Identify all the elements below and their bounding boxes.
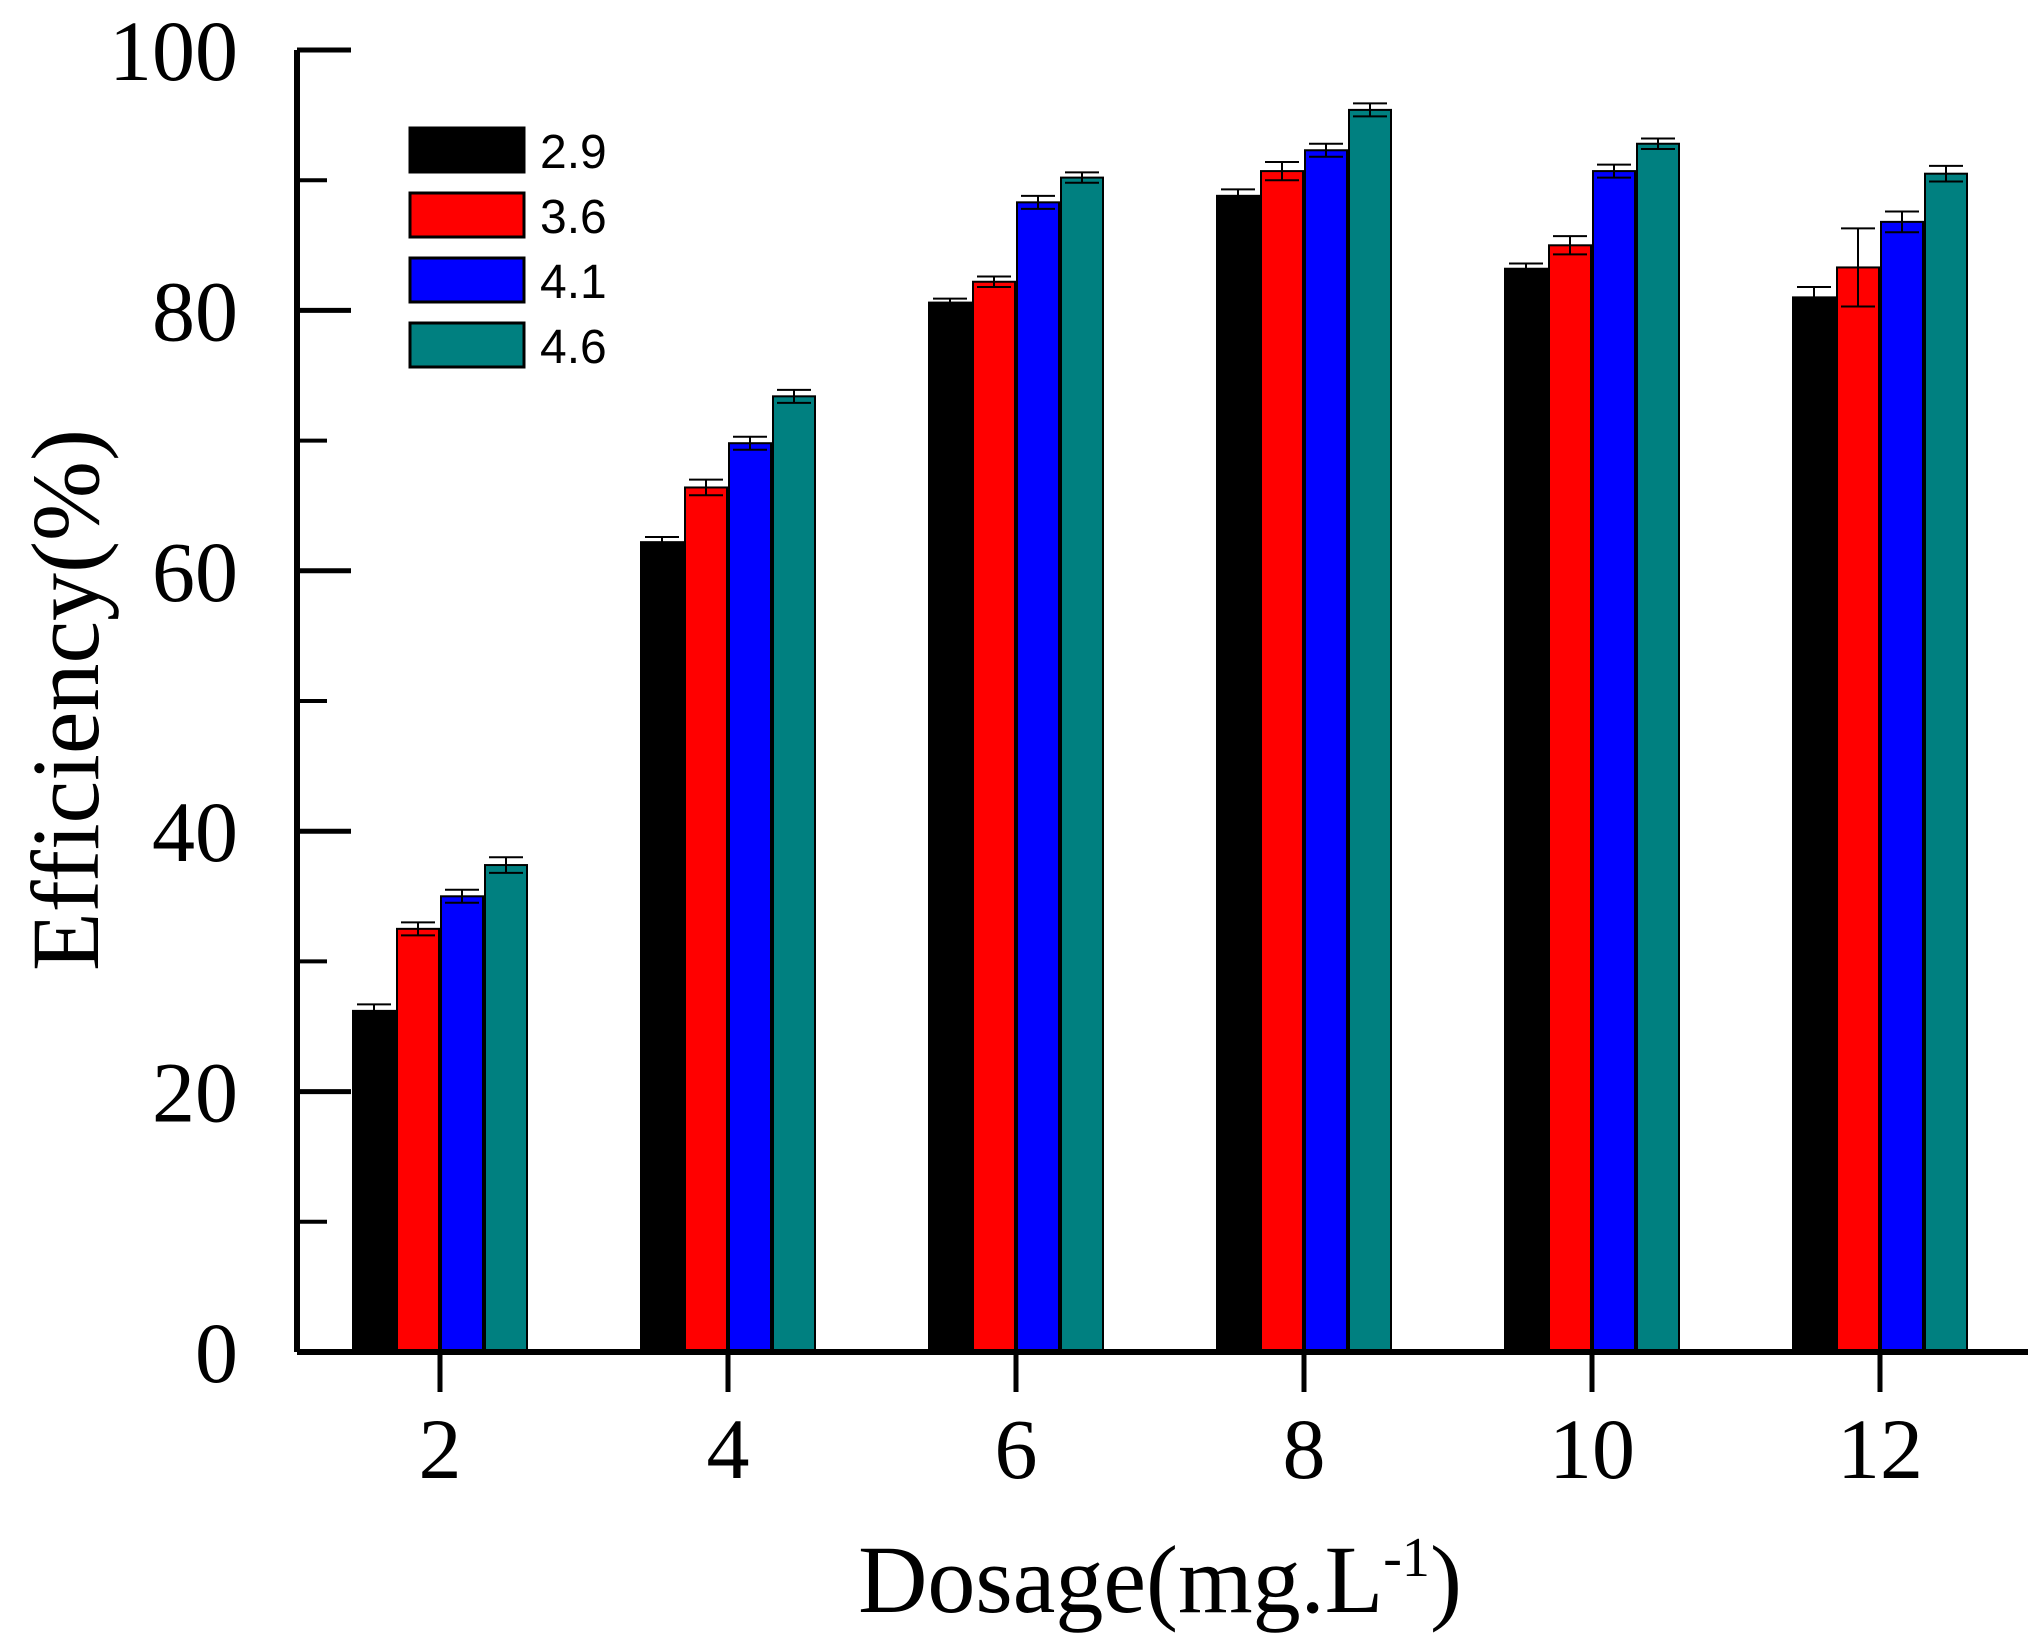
bar-4.1-4 bbox=[728, 442, 772, 1354]
x-tick-label: 10 bbox=[1549, 1401, 1635, 1497]
bars-layer bbox=[352, 102, 1968, 1354]
y-tick-label: 40 bbox=[152, 784, 238, 880]
x-tick-label: 2 bbox=[419, 1401, 462, 1497]
legend-label-2.9: 2.9 bbox=[540, 126, 607, 179]
bar-2.9-2 bbox=[352, 1009, 396, 1353]
x-tick-label: 4 bbox=[707, 1401, 750, 1497]
bar-4.1-12 bbox=[1880, 220, 1924, 1353]
legend-swatch-2.9 bbox=[408, 126, 526, 174]
x-axis-title: Dosage(mg.L-1) bbox=[858, 1526, 1462, 1633]
ticks-layer: 0 20 40 60 80 100 2 4 6 8 10 12 bbox=[109, 3, 1923, 1497]
bar-4.6-8 bbox=[1348, 108, 1392, 1354]
bar-4.6-10 bbox=[1636, 142, 1680, 1353]
legend-label-4.6: 4.6 bbox=[540, 321, 607, 374]
x-axis-title-suffix: ) bbox=[1430, 1526, 1462, 1633]
bar-3.6-12 bbox=[1836, 266, 1880, 1354]
bar-3.6-6 bbox=[972, 280, 1016, 1354]
y-tick-label: 0 bbox=[195, 1305, 238, 1401]
x-tick-label: 12 bbox=[1837, 1401, 1923, 1497]
bar-4.6-6 bbox=[1060, 176, 1104, 1354]
legend-label-4.1: 4.1 bbox=[540, 256, 607, 309]
y-axis-title: Efficiency(%) bbox=[12, 429, 119, 971]
axes-layer bbox=[294, 50, 2028, 1355]
y-tick-label: 60 bbox=[152, 524, 238, 620]
legend-label-3.6: 3.6 bbox=[540, 191, 607, 244]
bar-2.9-8 bbox=[1216, 194, 1260, 1354]
legend: 2.9 3.6 4.1 4.6 bbox=[408, 126, 607, 374]
bar-4.1-6 bbox=[1016, 201, 1060, 1354]
bar-4.1-8 bbox=[1304, 149, 1348, 1353]
legend-swatch-4.6 bbox=[408, 321, 526, 369]
x-tick-label: 6 bbox=[995, 1401, 1038, 1497]
x-axis-title-main: Dosage(mg.L bbox=[858, 1526, 1383, 1633]
bar-2.9-12 bbox=[1792, 296, 1836, 1353]
legend-swatch-3.6 bbox=[408, 191, 526, 239]
y-tick-label: 20 bbox=[152, 1045, 238, 1141]
bar-4.6-12 bbox=[1924, 172, 1968, 1354]
y-tick-label: 100 bbox=[109, 3, 238, 99]
y-tick-label: 80 bbox=[152, 263, 238, 359]
bar-3.6-8 bbox=[1260, 170, 1304, 1353]
bar-4.1-10 bbox=[1592, 170, 1636, 1353]
bar-3.6-2 bbox=[396, 927, 440, 1353]
bar-4.6-2 bbox=[484, 864, 528, 1353]
bar-3.6-4 bbox=[684, 486, 728, 1353]
bar-4.1-2 bbox=[440, 895, 484, 1353]
bar-4.6-4 bbox=[772, 395, 816, 1354]
x-axis-title-superscript: -1 bbox=[1383, 1527, 1430, 1589]
bar-2.9-10 bbox=[1504, 267, 1548, 1354]
bar-2.9-4 bbox=[640, 541, 684, 1353]
bar-3.6-10 bbox=[1548, 244, 1592, 1353]
legend-swatch-4.1 bbox=[408, 256, 526, 304]
x-tick-label: 8 bbox=[1283, 1401, 1326, 1497]
bar-2.9-6 bbox=[928, 301, 972, 1353]
